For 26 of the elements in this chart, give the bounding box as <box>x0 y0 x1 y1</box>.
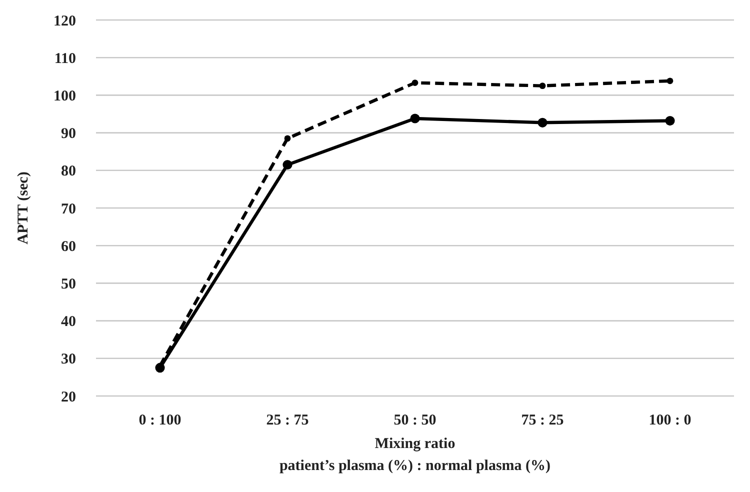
x-tick-label: 75 : 25 <box>521 412 564 429</box>
y-tick-label: 50 <box>61 276 76 293</box>
y-tick-label: 90 <box>61 126 76 142</box>
y-tick-label: 100 <box>54 88 76 105</box>
x-tick-label: 100 : 0 <box>648 412 692 429</box>
x-tick-label: 50 : 50 <box>394 412 436 429</box>
y-axis-title: APTT (sec) <box>15 172 32 244</box>
y-tick-label: 20 <box>61 389 76 406</box>
point <box>412 80 418 86</box>
y-tick-label: 120 <box>54 13 76 30</box>
y-tick-label: 70 <box>61 201 76 218</box>
y-tick-label: 30 <box>61 352 76 368</box>
point <box>410 114 420 124</box>
y-tick-label: 110 <box>54 50 76 67</box>
y-tick-label: 80 <box>61 164 76 180</box>
point <box>538 118 548 128</box>
y-tick-label: 60 <box>61 238 76 255</box>
x-axis-title: Mixing ratio patient’s plasma (%) : normal plasma (%) <box>279 436 551 474</box>
x-tick-label: 0 : 100 <box>138 412 182 429</box>
y-tick-label: 40 <box>61 314 76 330</box>
point <box>666 78 674 84</box>
x-tick-label: 25 : 75 <box>266 412 309 429</box>
point <box>539 82 546 89</box>
point <box>665 116 675 126</box>
point <box>284 135 291 142</box>
point <box>282 160 292 170</box>
